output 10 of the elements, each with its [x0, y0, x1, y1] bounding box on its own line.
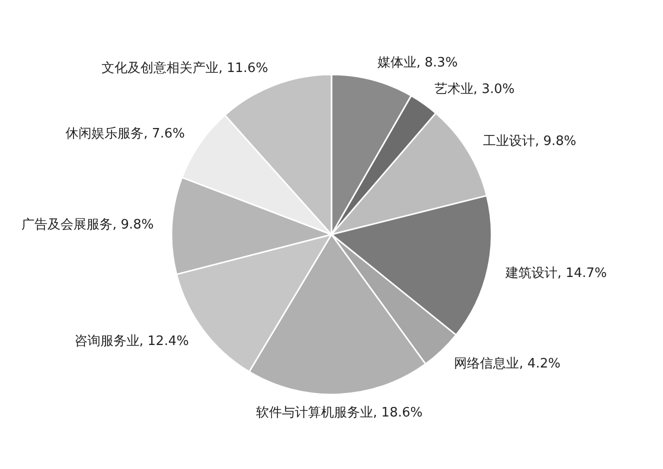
- slice-label: 媒体业, 8.3%: [377, 56, 458, 71]
- slice-label: 建筑设计, 14.7%: [504, 266, 607, 281]
- slice-label: 休闲娱乐服务, 7.6%: [66, 126, 185, 142]
- slice-label: 网络信息业, 4.2%: [454, 356, 560, 372]
- slice-label: 软件与计算机服务业, 18.6%: [256, 405, 423, 420]
- slice-label: 广告及会展服务, 9.8%: [21, 217, 154, 232]
- slice-label: 艺术业, 3.0%: [434, 82, 515, 98]
- slice-label: 咨询服务业, 12.4%: [74, 334, 189, 349]
- slice-label: 文化及创意相关产业, 11.6%: [101, 61, 268, 76]
- slice-label: 工业设计, 9.8%: [482, 134, 576, 150]
